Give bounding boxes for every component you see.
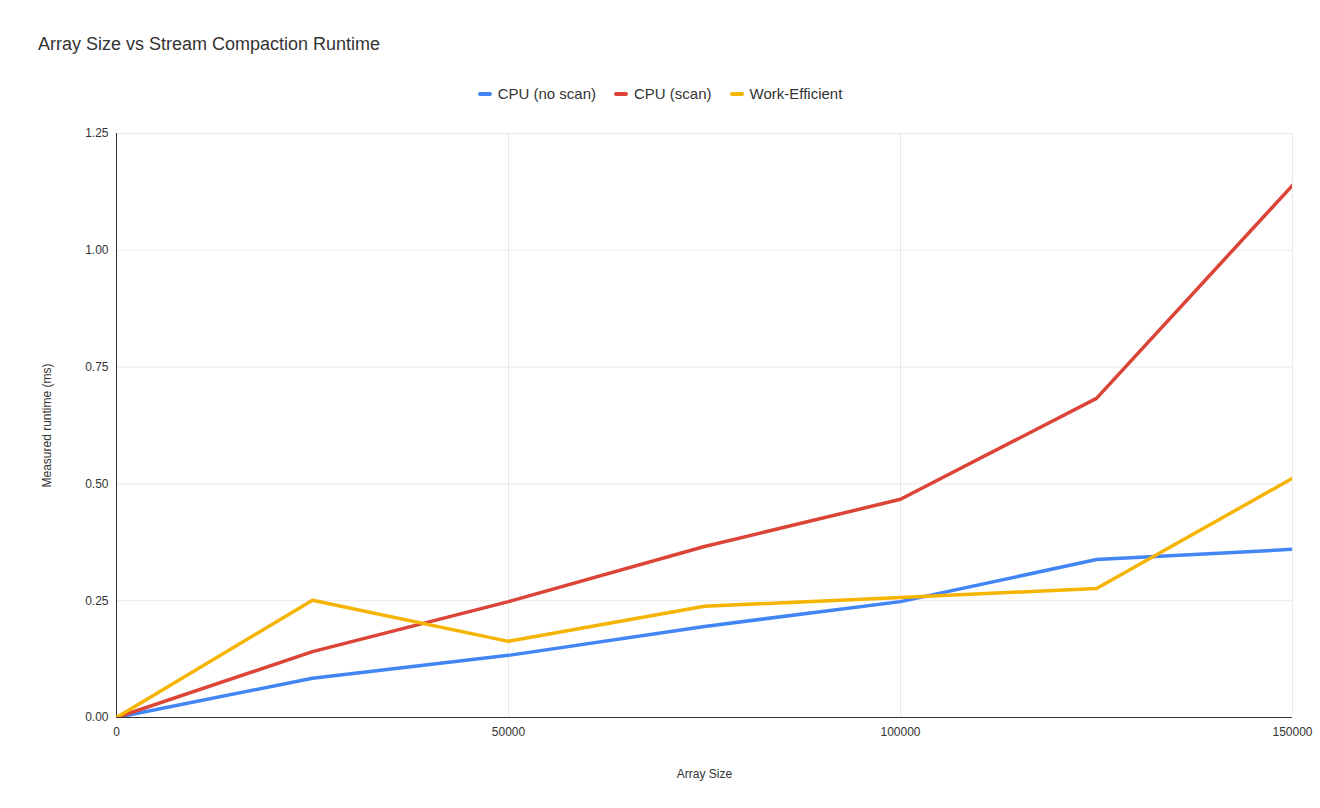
html-text:Array Size vs Stream Compactio: Array Size vs Stream Compaction Runtime [38, 34, 381, 54]
svg-text:0.25: 0.25 [85, 594, 109, 608]
svg-text:0.50: 0.50 [85, 477, 109, 491]
svg-text:Array Size: Array Size [677, 767, 733, 781]
html-text:CPU (scan): CPU (scan) [634, 85, 712, 102]
svg-text:1.25: 1.25 [85, 126, 109, 140]
html-text:CPU (no scan): CPU (no scan) [497, 85, 596, 102]
svg-text:1.00: 1.00 [85, 243, 109, 257]
svg-text:0: 0 [113, 725, 120, 739]
svg-text:0.00: 0.00 [85, 710, 109, 724]
svg-text:0.75: 0.75 [85, 360, 109, 374]
svg-text:50000: 50000 [492, 725, 526, 739]
svg-text:100000: 100000 [880, 725, 920, 739]
svg-text:150000: 150000 [1272, 725, 1312, 739]
svg-text:Measured runtime (ms): Measured runtime (ms) [40, 363, 54, 487]
html-text:Work-Efficient: Work-Efficient [749, 85, 843, 102]
